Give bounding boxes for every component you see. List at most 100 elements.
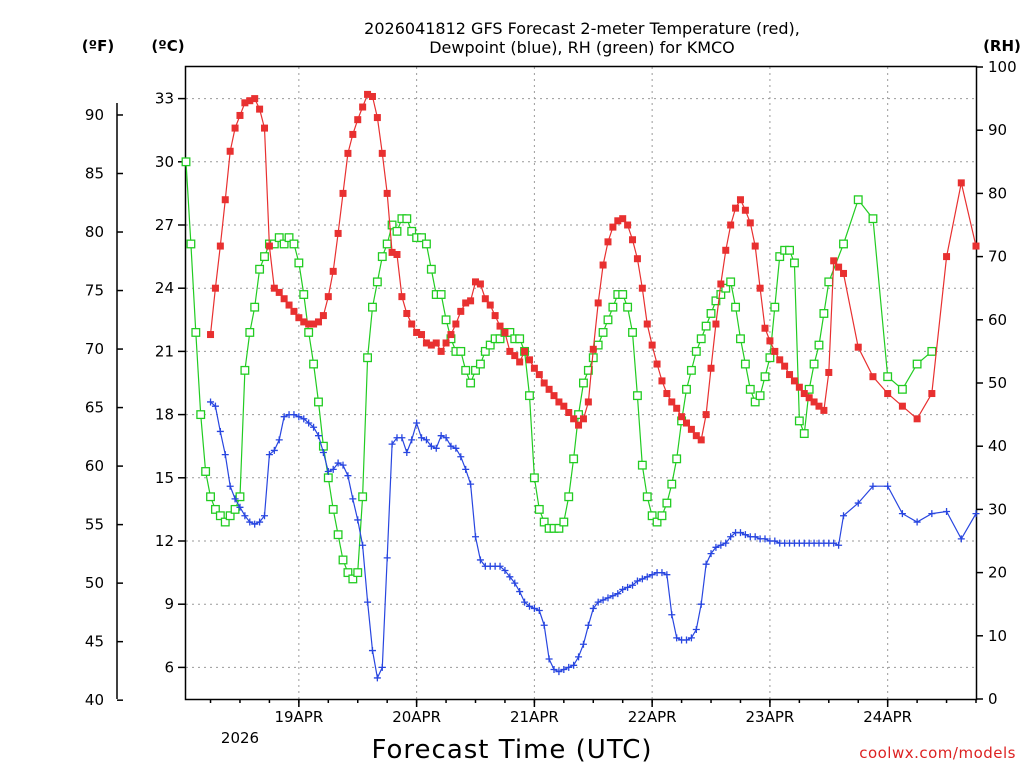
- dewpoint-point-61: [506, 573, 514, 581]
- temperature-point-127: [830, 257, 838, 265]
- temperature-point-128: [835, 263, 843, 271]
- dewpoint-point-63: [516, 588, 524, 596]
- temperature-point-126: [825, 368, 833, 376]
- dewpoint-point-137: [957, 535, 965, 543]
- rh-point-134: [868, 214, 878, 224]
- temperature-point-122: [805, 394, 813, 402]
- temperature-point-64: [521, 347, 529, 355]
- temperature-point-27: [339, 189, 347, 197]
- temperature-point-87: [633, 255, 641, 263]
- temperature-point-79: [594, 299, 602, 307]
- temperature-point-52: [462, 299, 470, 307]
- temperature-point-37: [388, 248, 396, 256]
- dewpoint-point-85: [624, 583, 632, 591]
- dewpoint-point-79: [594, 598, 602, 606]
- dewpoint-point-40: [403, 449, 411, 457]
- rh-point-99: [667, 479, 677, 489]
- temperature-point-133: [898, 402, 906, 410]
- temperature-point-136: [943, 253, 951, 261]
- temperature-point-81: [604, 238, 612, 246]
- temperature-point-80: [599, 261, 607, 269]
- rh-point-107: [706, 309, 716, 318]
- dewpoint-point-8: [246, 518, 254, 526]
- dewpoint-point-83: [614, 590, 622, 598]
- rh-point-45: [402, 214, 412, 224]
- temperature-point-13: [270, 284, 278, 292]
- rh-point-61: [480, 346, 490, 356]
- temperature-point-31: [359, 103, 367, 111]
- temperature-point-77: [584, 398, 592, 406]
- dewpoint-point-43: [418, 434, 426, 442]
- rh-point-35: [353, 568, 363, 578]
- temperature-line: [209, 93, 977, 442]
- dewpoint-point-3: [221, 451, 229, 459]
- dewpoint-point-45: [427, 442, 435, 450]
- rh-point-22: [289, 239, 299, 249]
- celsius-tick-label-4: 18: [155, 406, 174, 424]
- rh-point-6: [210, 504, 220, 514]
- dewpoint-point-99: [692, 625, 700, 633]
- fahrenheit-unit-label: (ºF): [82, 37, 114, 55]
- temperature-point-5: [231, 124, 239, 132]
- celsius-tick-label-7: 27: [155, 216, 174, 234]
- dewpoint-point-29: [349, 495, 357, 503]
- temperature-point-1: [211, 284, 219, 292]
- temperature-point-36: [383, 189, 391, 197]
- temperature-point-108: [736, 196, 744, 204]
- dewpoint-point-32: [364, 598, 372, 606]
- rh-point-36: [358, 492, 368, 502]
- rh-point-0: [181, 157, 191, 167]
- rh-point-29: [323, 473, 333, 483]
- celsius-tick-label-0: 6: [164, 658, 174, 676]
- temperature-point-90: [648, 341, 656, 349]
- rh-point-71: [529, 473, 539, 483]
- temperature-point-57: [486, 301, 494, 309]
- rh-point-43: [392, 226, 402, 236]
- temperature-point-9: [251, 95, 259, 103]
- rh-point-115: [745, 384, 755, 394]
- temperature-point-83: [614, 217, 622, 225]
- dewpoint-point-133: [898, 510, 906, 518]
- dewpoint-point-70: [550, 666, 558, 674]
- temperature-point-110: [746, 219, 754, 227]
- plot-frame: [184, 65, 978, 701]
- rh-point-52: [436, 290, 446, 299]
- dewpoint-point-97: [682, 636, 690, 644]
- rh-point-78: [564, 492, 574, 502]
- temperature-point-33: [368, 92, 376, 100]
- temperature-point-117: [781, 362, 789, 370]
- dewpoint-point-31: [359, 541, 367, 549]
- fahrenheit-tick-label-2: 50: [85, 574, 104, 592]
- rh-point-137: [912, 359, 922, 369]
- rh-point-125: [794, 416, 804, 426]
- rh-point-102: [682, 384, 691, 394]
- temperature-point-68: [540, 379, 548, 387]
- dewpoint-point-135: [928, 510, 936, 518]
- temperature-point-14: [275, 288, 283, 296]
- time-axis: 19APR 20APR 21APR 22APR 23APR 24APR: [209, 699, 977, 726]
- dewpoint-point-27: [339, 461, 347, 469]
- dewpoint-point-5: [231, 495, 239, 503]
- dewpoint-point-52: [462, 465, 470, 473]
- dewpoint-point-127: [830, 539, 838, 547]
- rh-point-32: [338, 555, 348, 565]
- rh-tick-label-7: 70: [988, 248, 1007, 266]
- rh-point-57: [461, 365, 471, 375]
- temperature-point-84: [619, 215, 627, 223]
- rh-tick-label-3: 30: [988, 500, 1007, 518]
- temperature-point-62: [511, 352, 519, 360]
- temperature-point-137: [957, 179, 965, 187]
- temperature-point-34: [373, 114, 381, 122]
- temperature-point-59: [496, 322, 504, 330]
- temperature-point-96: [678, 413, 686, 421]
- temperature-point-82: [609, 223, 617, 231]
- rh-point-130: [819, 309, 829, 318]
- time-tick-label-1: 20APR: [392, 708, 441, 726]
- temperature-point-44: [422, 339, 430, 347]
- rh-point-106: [701, 321, 711, 331]
- rh-tick-label-6: 60: [988, 311, 1007, 329]
- temperature-series: [207, 90, 980, 444]
- rh-point-9: [225, 511, 235, 521]
- temperature-point-26: [334, 229, 342, 237]
- temperature-point-94: [668, 398, 676, 406]
